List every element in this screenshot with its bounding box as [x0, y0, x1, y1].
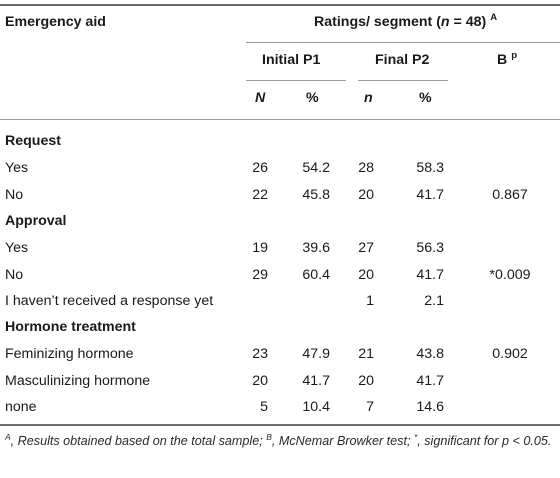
- cell-n-final: 20: [358, 187, 374, 203]
- header-pct-initial: %: [306, 90, 319, 106]
- cell-pct-initial: 47.9: [302, 346, 330, 362]
- subgroup-rule-initial: [246, 80, 346, 81]
- cell-n-initial: 23: [252, 346, 268, 362]
- cell-pct-initial: 10.4: [302, 399, 330, 415]
- cell-pct-final: 41.7: [416, 373, 444, 389]
- top-rule: [0, 4, 560, 6]
- cell-n-final: 28: [358, 160, 374, 176]
- cell-pct-initial: 60.4: [302, 267, 330, 283]
- cell-n-final: 20: [358, 373, 374, 389]
- cell-pct-final: 56.3: [416, 240, 444, 256]
- cell-pct-final: 2.1: [424, 293, 444, 309]
- section-title: Hormone treatment: [5, 319, 136, 335]
- cell-n-final: 1: [366, 293, 374, 309]
- header-n-final: n: [364, 90, 373, 106]
- cell-n-initial: 19: [252, 240, 268, 256]
- cell-pct-final: 41.7: [416, 187, 444, 203]
- header-b-p: B p: [497, 50, 518, 68]
- cell-n-final: 27: [358, 240, 374, 256]
- cell-pct-initial: 39.6: [302, 240, 330, 256]
- row-label: I haven’t received a response yet: [5, 293, 214, 309]
- row-label: Yes: [5, 240, 29, 256]
- cell-n-initial: 22: [252, 187, 268, 203]
- cell-b: *0.009: [489, 267, 531, 283]
- cell-b: 0.902: [492, 346, 528, 362]
- row-label: No: [5, 187, 24, 203]
- row-label: No: [5, 267, 24, 283]
- section-title: Request: [5, 133, 61, 149]
- header-pct-final: %: [419, 90, 432, 106]
- header-bottom-rule: [0, 119, 560, 120]
- cell-n-final: 7: [366, 399, 374, 415]
- cell-n-initial: 20: [252, 373, 268, 389]
- cell-n-final: 20: [358, 267, 374, 283]
- cell-n-initial: 29: [252, 267, 268, 283]
- section-title: Approval: [5, 213, 67, 229]
- header-initial-p1: Initial P1: [262, 52, 321, 68]
- cell-n-initial: 26: [252, 160, 268, 176]
- cell-pct-initial: 41.7: [302, 373, 330, 389]
- cell-b: 0.867: [492, 187, 528, 203]
- cell-pct-final: 43.8: [416, 346, 444, 362]
- subgroup-rule-final: [358, 80, 448, 81]
- table-footnote: A, Results obtained based on the total s…: [5, 432, 552, 448]
- header-n-initial: N: [255, 90, 266, 106]
- row-label: Yes: [5, 160, 29, 176]
- row-label: Masculinizing hormone: [5, 373, 151, 389]
- row-label: none: [5, 399, 37, 415]
- cell-pct-initial: 54.2: [302, 160, 330, 176]
- cell-pct-final: 14.6: [416, 399, 444, 415]
- group-header-rule: [246, 42, 560, 43]
- bottom-rule: [0, 424, 560, 426]
- cell-pct-initial: 45.8: [302, 187, 330, 203]
- cell-pct-final: 58.3: [416, 160, 444, 176]
- header-final-p2: Final P2: [375, 52, 430, 68]
- cell-pct-final: 41.7: [416, 267, 444, 283]
- cell-n-initial: 5: [260, 399, 268, 415]
- header-ratings-segment: Ratings/ segment (n = 48) A: [314, 12, 498, 30]
- header-emergency-aid: Emergency aid: [5, 14, 106, 30]
- cell-n-final: 21: [358, 346, 374, 362]
- row-label: Feminizing hormone: [5, 346, 134, 362]
